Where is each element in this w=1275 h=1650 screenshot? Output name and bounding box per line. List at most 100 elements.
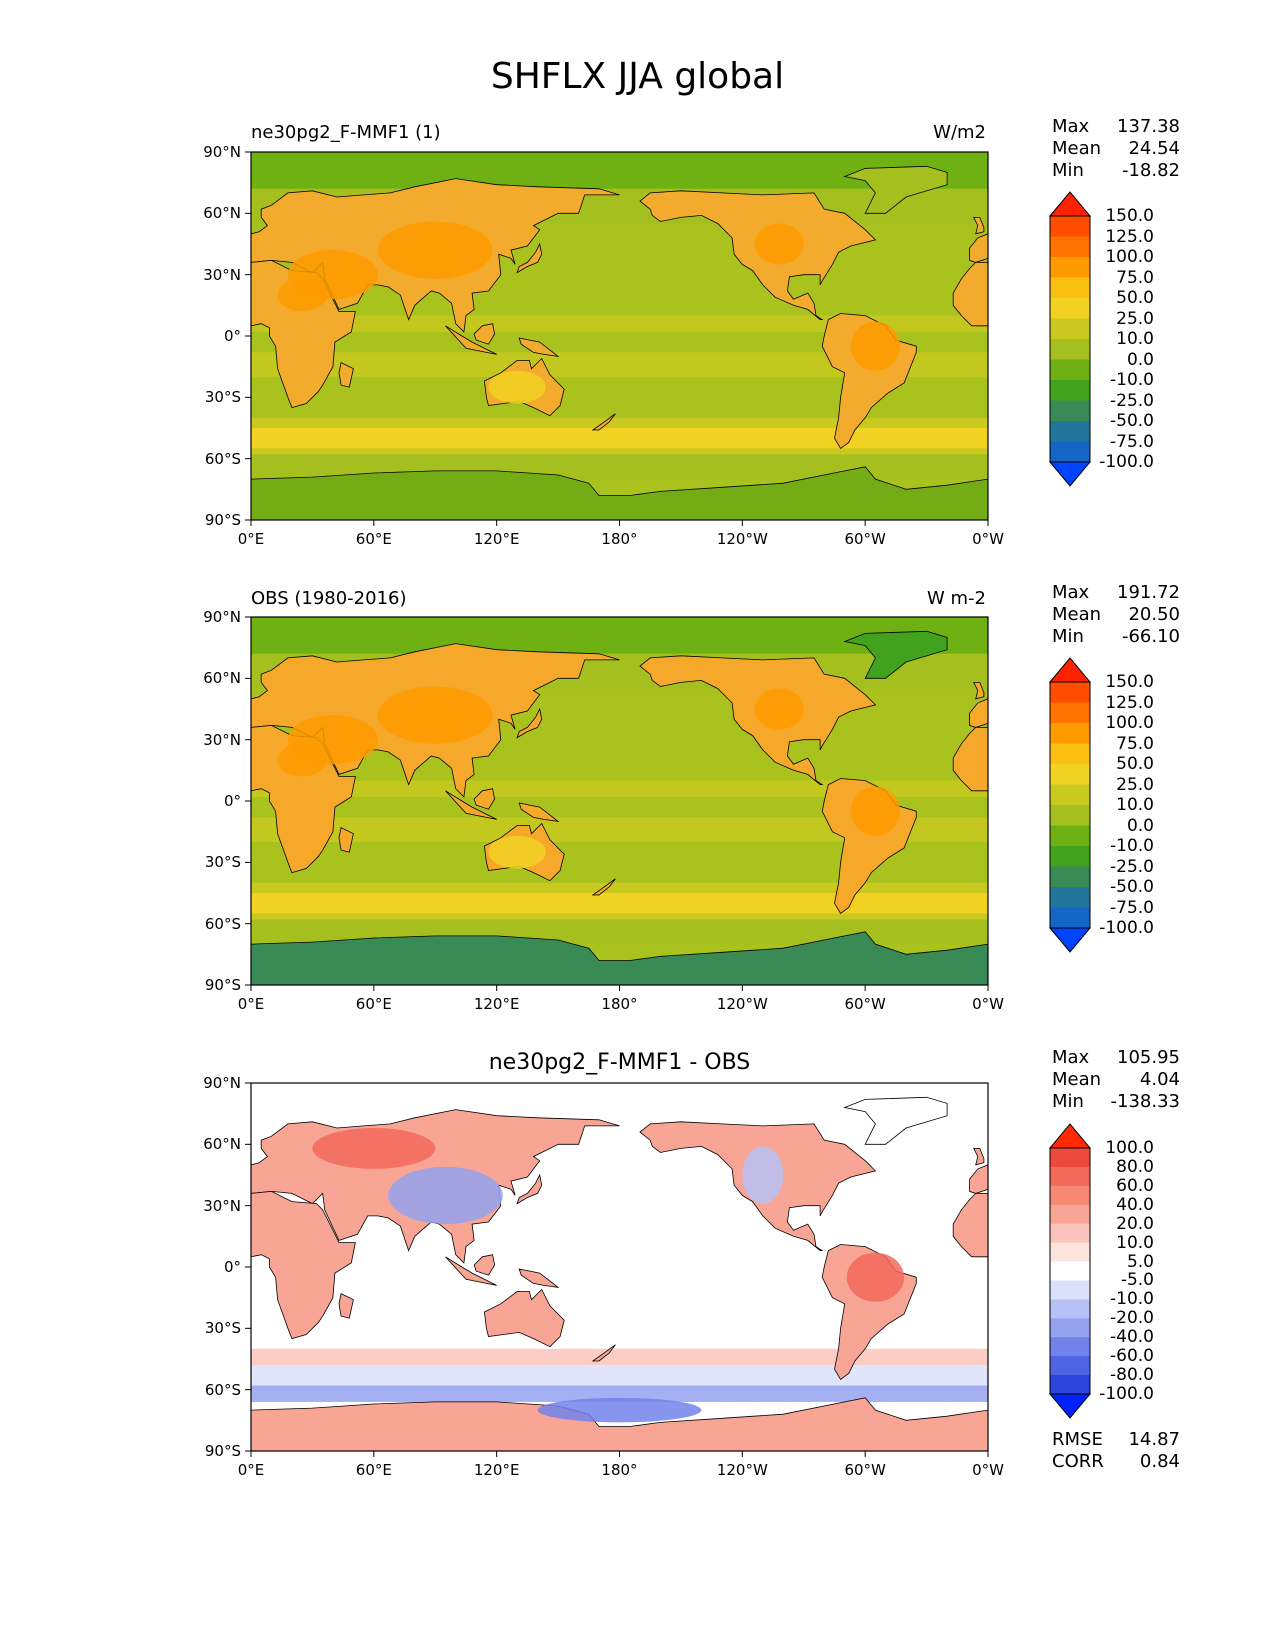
land-madagascar	[338, 1293, 354, 1319]
lon-tick-label: 0°W	[972, 995, 1004, 1013]
lat-tick-label: 60°N	[203, 204, 241, 223]
colorbar-segment	[1050, 1242, 1090, 1263]
colorbar-tick-label: 125.0	[1105, 692, 1154, 713]
rmse-label: RMSE	[1052, 1429, 1103, 1450]
colorbar-tick-label: -10.0	[1110, 836, 1154, 856]
colorbar-tick-label: 20.0	[1116, 1213, 1154, 1234]
colorbar-tick-label: 100.0	[1105, 713, 1154, 733]
colorbar-segment	[1050, 887, 1090, 908]
lon-tick-label: 60°E	[355, 1461, 392, 1479]
panel-2-units: W m-2	[926, 588, 986, 609]
panel-2-colorbar	[1048, 657, 1092, 953]
colorbar-segment	[1050, 1356, 1090, 1376]
colorbar-tick-label: -5.0	[1120, 1270, 1154, 1291]
stat-min-value: -18.82	[1121, 160, 1180, 181]
land-westeurope	[969, 698, 988, 728]
panel-3-stats: Max 105.95 Mean 4.04 Min -138.33	[1052, 1047, 1180, 1113]
colorbar-segment	[1050, 1204, 1090, 1225]
lat-tick-label: 30°N	[203, 265, 241, 284]
colorbar-tick-label: 150.0	[1105, 206, 1154, 226]
lon-tick-label: 60°W	[844, 530, 886, 548]
colorbar-segment	[1050, 743, 1090, 765]
colorbar-tick-label: 25.0	[1116, 774, 1154, 795]
field-blob	[488, 835, 546, 869]
land-madagascar	[338, 827, 354, 853]
stat-min-value: -66.10	[1121, 626, 1180, 647]
colorbar-segment	[1050, 339, 1090, 360]
colorbar-tick-label: -20.0	[1110, 1308, 1154, 1329]
land-westeurope	[969, 233, 988, 263]
field-blob	[312, 1127, 436, 1169]
zonal-band	[251, 1348, 988, 1366]
lat-tick-label: 90°S	[204, 976, 241, 994]
colorbar-tick-label: 10.0	[1116, 329, 1154, 349]
zonal-band	[251, 315, 988, 332]
colorbar-segment	[1050, 359, 1090, 381]
land-uk	[973, 217, 985, 235]
lat-tick-label: 30°S	[204, 1319, 241, 1338]
colorbar-tick-label: -100.0	[1099, 452, 1154, 472]
land-namerica	[639, 190, 877, 321]
land-australia	[483, 1288, 565, 1348]
land-greenland	[843, 165, 948, 214]
lon-tick-label: 120°W	[716, 1461, 768, 1479]
colorbar-segment	[1050, 1280, 1090, 1300]
lon-tick-label: 0°E	[237, 995, 265, 1013]
land-westafrica	[952, 262, 988, 327]
field-blob	[277, 278, 327, 312]
lon-tick-label: 0°E	[237, 530, 265, 548]
figure-title: SHFLX JJA global	[490, 56, 785, 97]
panel-2-stats: Max 191.72 Mean 20.50 Min -66.10	[1052, 582, 1180, 648]
field-blob	[377, 686, 493, 744]
colorbar-tick-label: -60.0	[1110, 1346, 1154, 1367]
colorbar-frame	[1049, 215, 1091, 463]
field-blob	[377, 221, 493, 279]
colorbar-extend-min	[1048, 1393, 1092, 1419]
lat-tick-label: 60°N	[203, 669, 241, 688]
land-indonesia	[445, 790, 497, 820]
land-japan	[516, 1173, 543, 1205]
colorbar-tick-label: -25.0	[1110, 856, 1154, 877]
panel-1-units: W/m2	[933, 122, 986, 143]
stat-min-label: Min	[1052, 626, 1084, 647]
lat-tick-label: 30°S	[204, 388, 241, 407]
lon-tick-label: 180°	[601, 530, 638, 548]
lon-tick-label: 180°	[601, 995, 638, 1013]
colorbar-segment	[1050, 400, 1090, 422]
lat-tick-label: 60°S	[204, 914, 241, 933]
stat-mean-value: 24.54	[1128, 138, 1180, 159]
lat-tick-label: 60°N	[203, 1135, 241, 1154]
stat-mean-label: Mean	[1052, 138, 1102, 159]
panel-3-map	[245, 1082, 989, 1457]
colorbar-segment	[1050, 1337, 1090, 1357]
colorbar-tick-label: -50.0	[1110, 877, 1154, 897]
land-borneo	[473, 788, 496, 810]
panel-1-stats: Max 137.38 Mean 24.54 Min -18.82	[1052, 116, 1180, 182]
colorbar-tick-label: 125.0	[1105, 226, 1154, 247]
colorbar-segment	[1050, 441, 1090, 463]
land-antarctica	[251, 1397, 988, 1451]
colorbar-segment	[1050, 1223, 1090, 1244]
field-blob	[754, 223, 804, 265]
lat-tick-label: 90°N	[203, 143, 241, 161]
colorbar-segment	[1050, 784, 1090, 806]
panel-3-error-stats: RMSE 14.87 CORR 0.84	[1052, 1429, 1180, 1473]
land-antarctica	[251, 466, 988, 520]
lat-tick-label: 30°S	[204, 853, 241, 872]
land-newguinea	[518, 337, 560, 358]
colorbar-tick-label: -100.0	[1099, 1384, 1154, 1404]
field-blob	[754, 688, 804, 730]
colorbar-tick-label: 75.0	[1116, 733, 1154, 754]
stat-max-label: Max	[1052, 1047, 1090, 1068]
lon-tick-label: 60°E	[355, 530, 392, 548]
colorbar-tick-label: 80.0	[1116, 1156, 1154, 1177]
lon-tick-label: 0°W	[972, 530, 1004, 548]
colorbar-segment	[1050, 1375, 1090, 1395]
colorbar-extend-max	[1048, 191, 1092, 217]
colorbar-segment	[1050, 318, 1090, 340]
land-nz	[591, 878, 616, 896]
colorbar-segment	[1050, 1185, 1090, 1206]
lon-tick-label: 60°W	[844, 1461, 886, 1479]
lon-tick-label: 120°W	[716, 995, 768, 1013]
colorbar-tick-label: 10.0	[1116, 795, 1154, 815]
